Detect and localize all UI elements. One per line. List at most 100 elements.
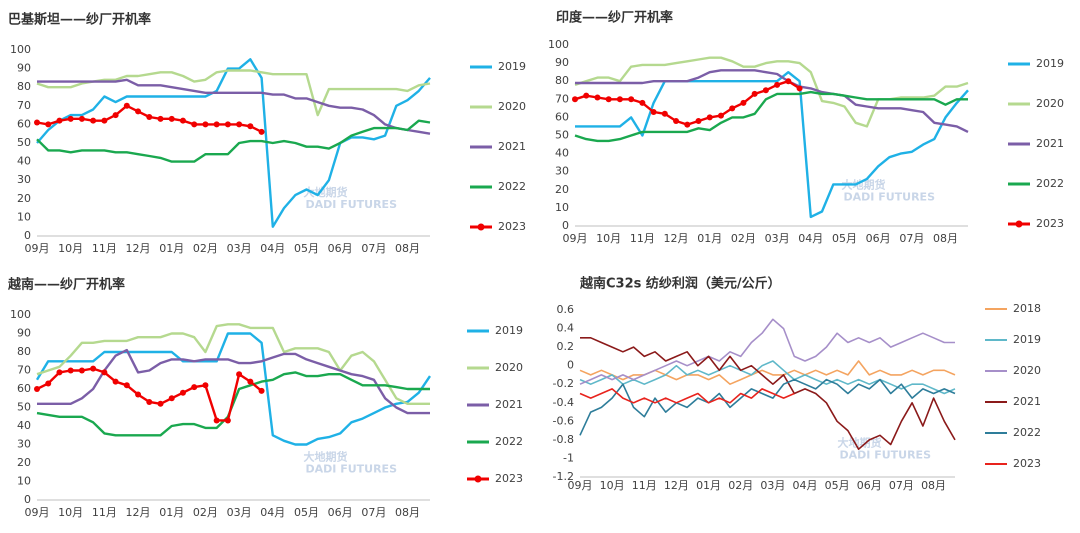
x-tick-label: 12月 xyxy=(126,242,151,255)
legend-label: 2021 xyxy=(495,398,523,411)
series-marker xyxy=(112,378,119,385)
y-tick-label: 70 xyxy=(17,364,31,377)
x-tick-label: 07月 xyxy=(361,506,386,519)
series-marker xyxy=(191,384,198,391)
series-marker xyxy=(796,85,803,92)
legend-label: 2020 xyxy=(498,100,526,113)
chart-title: 巴基斯坦——纱厂开机率 xyxy=(8,12,151,28)
x-tick-label: 10月 xyxy=(58,242,83,255)
series-marker xyxy=(157,115,164,122)
watermark: 大地期货 xyxy=(304,185,348,199)
series-marker xyxy=(168,395,175,402)
series-marker xyxy=(224,417,231,424)
legend-label: 2023 xyxy=(495,472,523,485)
y-tick-label: 20 xyxy=(17,456,31,469)
series-line xyxy=(579,318,955,385)
y-tick-label: 60 xyxy=(17,117,31,130)
y-tick-label: 100 xyxy=(10,43,31,56)
series-marker xyxy=(112,112,119,119)
y-tick-label: -1.2 xyxy=(553,470,574,483)
legend-label: 2022 xyxy=(498,180,526,193)
y-tick-label: 10 xyxy=(555,201,569,214)
chart-title: 越南——纱厂开机率 xyxy=(7,277,125,293)
x-tick-label: 05月 xyxy=(825,479,850,492)
series-marker xyxy=(179,389,186,396)
series-marker xyxy=(213,121,220,128)
x-tick-label: 04月 xyxy=(260,242,285,255)
legend-label: 2019 xyxy=(1013,333,1041,346)
x-tick-label: 05月 xyxy=(832,232,857,245)
x-tick-label: 09月 xyxy=(568,479,593,492)
series-marker xyxy=(146,113,153,120)
series-line xyxy=(36,69,431,117)
x-tick-label: 03月 xyxy=(760,479,785,492)
series-marker xyxy=(90,365,97,372)
series-marker xyxy=(67,367,74,374)
legend-label: 2021 xyxy=(1036,137,1064,150)
series-marker xyxy=(34,386,40,392)
legend-label: 2022 xyxy=(1013,426,1041,439)
y-tick-label: 70 xyxy=(555,92,569,105)
legend-label: 2020 xyxy=(1013,364,1041,377)
series-marker xyxy=(45,121,52,128)
y-tick-label: 80 xyxy=(17,345,31,358)
x-tick-label: 10月 xyxy=(600,479,625,492)
x-tick-label: 11月 xyxy=(92,242,117,255)
series-line xyxy=(36,58,431,228)
series-marker xyxy=(628,96,635,103)
x-tick-label: 07月 xyxy=(899,232,924,245)
series-marker xyxy=(706,114,713,121)
series-marker xyxy=(583,92,590,99)
series-marker xyxy=(605,96,612,103)
series-marker xyxy=(785,78,792,85)
y-tick-label: -0.8 xyxy=(553,433,574,446)
y-tick-label: 80 xyxy=(555,74,569,87)
x-tick-label: 08月 xyxy=(933,232,958,245)
y-tick-label: 50 xyxy=(17,401,31,414)
x-tick-label: 05月 xyxy=(294,242,319,255)
chart-title: 越南C32s 纺纱利润（美元/公斤） xyxy=(579,276,781,292)
y-tick-label: 0 xyxy=(567,359,574,372)
x-tick-label: 03月 xyxy=(765,232,790,245)
y-tick-label: 20 xyxy=(555,183,569,196)
x-tick-label: 02月 xyxy=(728,479,753,492)
series-marker xyxy=(762,87,769,94)
series-line xyxy=(575,69,969,133)
series-marker xyxy=(594,94,601,101)
x-tick-label: 04月 xyxy=(793,479,818,492)
watermark: 大地期货 xyxy=(304,450,348,464)
y-tick-label: -0.2 xyxy=(553,377,574,390)
legend-label: 2022 xyxy=(495,435,523,448)
legend-label: 2020 xyxy=(495,361,523,374)
y-tick-label: 40 xyxy=(17,419,31,432)
x-tick-label: 07月 xyxy=(889,479,914,492)
x-tick-label: 12月 xyxy=(664,479,689,492)
x-tick-label: 11月 xyxy=(630,232,655,245)
series-marker xyxy=(202,121,209,128)
x-tick-label: 12月 xyxy=(664,232,689,245)
y-tick-label: 0.6 xyxy=(557,303,575,316)
series-marker xyxy=(236,371,243,378)
legend-label: 2023 xyxy=(1013,457,1041,470)
y-tick-label: 20 xyxy=(17,192,31,205)
series-marker xyxy=(157,400,164,407)
watermark-sub: DADI FUTURES xyxy=(306,198,398,211)
watermark-sub: DADI FUTURES xyxy=(306,463,398,476)
legend-label: 2019 xyxy=(495,324,523,337)
y-tick-label: 90 xyxy=(555,56,569,69)
series-line xyxy=(35,332,431,446)
series-line xyxy=(579,378,956,436)
x-tick-label: 11月 xyxy=(92,506,117,519)
x-tick-label: 01月 xyxy=(696,479,721,492)
y-tick-label: 80 xyxy=(17,80,31,93)
series-marker xyxy=(661,110,668,117)
legend-label: 2019 xyxy=(498,60,526,73)
y-tick-label: 90 xyxy=(17,62,31,75)
x-tick-label: 06月 xyxy=(857,479,882,492)
x-tick-label: 03月 xyxy=(227,242,252,255)
series-marker xyxy=(650,108,657,115)
series-line xyxy=(36,323,430,405)
y-tick-label: 40 xyxy=(17,155,31,168)
series-marker xyxy=(247,123,254,130)
